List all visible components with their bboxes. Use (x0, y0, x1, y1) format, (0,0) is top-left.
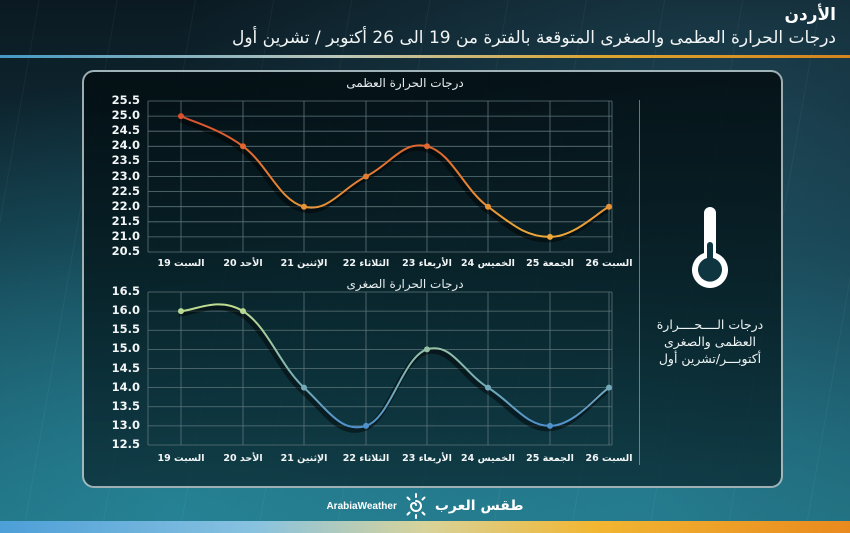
side-caption-line1: درجات الــــحــــرارة (656, 317, 764, 332)
y-tick-label: 23.5 (111, 153, 140, 168)
x-tick-label: الجمعة 25 (526, 453, 574, 464)
side-caption: درجات الــــحــــرارة العظمى والصغرى أكت… (640, 316, 780, 367)
data-point (363, 422, 369, 429)
y-tick-label: 14.0 (111, 379, 140, 394)
x-tick-label: الأربعاء 23 (402, 453, 452, 464)
y-tick-label: 14.5 (111, 360, 140, 375)
side-caption-line3: أكتوبـــر/تشرين أول (658, 351, 762, 366)
x-tick-label: الأحد 20 (223, 258, 263, 269)
data-point (424, 346, 430, 353)
y-tick-label: 16.0 (111, 303, 140, 318)
brand-name-en: ArabiaWeather (326, 500, 397, 512)
data-point (606, 384, 612, 391)
brand-name-ar: طقس العرب (434, 498, 524, 514)
thermometer-icon (692, 207, 728, 288)
x-tick-label: الخميس 24 (461, 258, 515, 269)
max-chart-title: درجات الحرارة العظمى (346, 76, 464, 90)
x-tick-label: الجمعة 25 (526, 258, 574, 269)
x-tick-label: الخميس 24 (461, 453, 515, 464)
y-tick-label: 16.5 (111, 284, 140, 298)
x-tick-label: السبت 26 (585, 258, 633, 269)
data-point (301, 384, 307, 391)
footer-brand: ArabiaWeather طقس العرب (0, 491, 850, 521)
data-point (240, 308, 246, 315)
y-tick-label: 21.0 (111, 228, 140, 243)
data-point (424, 143, 430, 150)
x-tick-label: الإثنين 21 (280, 258, 328, 269)
x-tick-label: الثلاثاء 22 (342, 258, 390, 269)
data-point (363, 173, 369, 180)
header-divider (0, 55, 850, 58)
chart-card (82, 70, 783, 488)
sun-swirl-icon (406, 493, 426, 519)
y-tick-label: 24.0 (111, 138, 140, 153)
data-point (240, 143, 246, 150)
x-tick-label: الثلاثاء 22 (342, 453, 390, 464)
data-point (178, 308, 184, 315)
header: الأردن درجات الحرارة العظمى والصغرى المت… (232, 4, 836, 50)
y-tick-label: 20.5 (111, 244, 140, 258)
y-tick-label: 25.0 (111, 108, 140, 123)
data-point (485, 203, 491, 210)
x-tick-label: الأحد 20 (223, 453, 263, 464)
y-tick-label: 22.0 (111, 198, 140, 213)
y-tick-label: 15.5 (111, 322, 140, 337)
x-tick-label: السبت 19 (157, 258, 205, 269)
card-divider (639, 100, 640, 465)
page-subtitle: درجات الحرارة العظمى والصغرى المتوقعة با… (231, 28, 836, 48)
x-tick-label: الإثنين 21 (280, 453, 328, 464)
bottom-color-strip (0, 521, 850, 533)
data-point (301, 203, 307, 210)
y-tick-label: 13.5 (111, 398, 140, 413)
y-tick-label: 15.0 (111, 341, 140, 356)
min-chart-title: درجات الحرارة الصغرى (346, 277, 464, 291)
x-tick-label: السبت 26 (585, 453, 633, 464)
y-tick-label: 25.5 (111, 93, 140, 107)
y-tick-label: 24.5 (111, 123, 140, 138)
data-point (178, 113, 184, 120)
data-point (485, 384, 491, 391)
side-panel (645, 205, 775, 297)
y-tick-label: 13.0 (111, 417, 140, 432)
data-point (606, 203, 612, 210)
y-tick-label: 21.5 (111, 213, 140, 228)
y-tick-label: 12.5 (111, 437, 140, 451)
country-title: الأردن (784, 5, 836, 25)
data-point (547, 422, 553, 429)
x-tick-label: السبت 19 (157, 453, 205, 464)
side-caption-line2: العظمى والصغرى (663, 334, 757, 349)
y-tick-label: 22.5 (111, 183, 140, 198)
x-tick-label: الأربعاء 23 (402, 258, 452, 269)
y-tick-label: 23.0 (111, 168, 140, 183)
data-point (547, 233, 553, 240)
